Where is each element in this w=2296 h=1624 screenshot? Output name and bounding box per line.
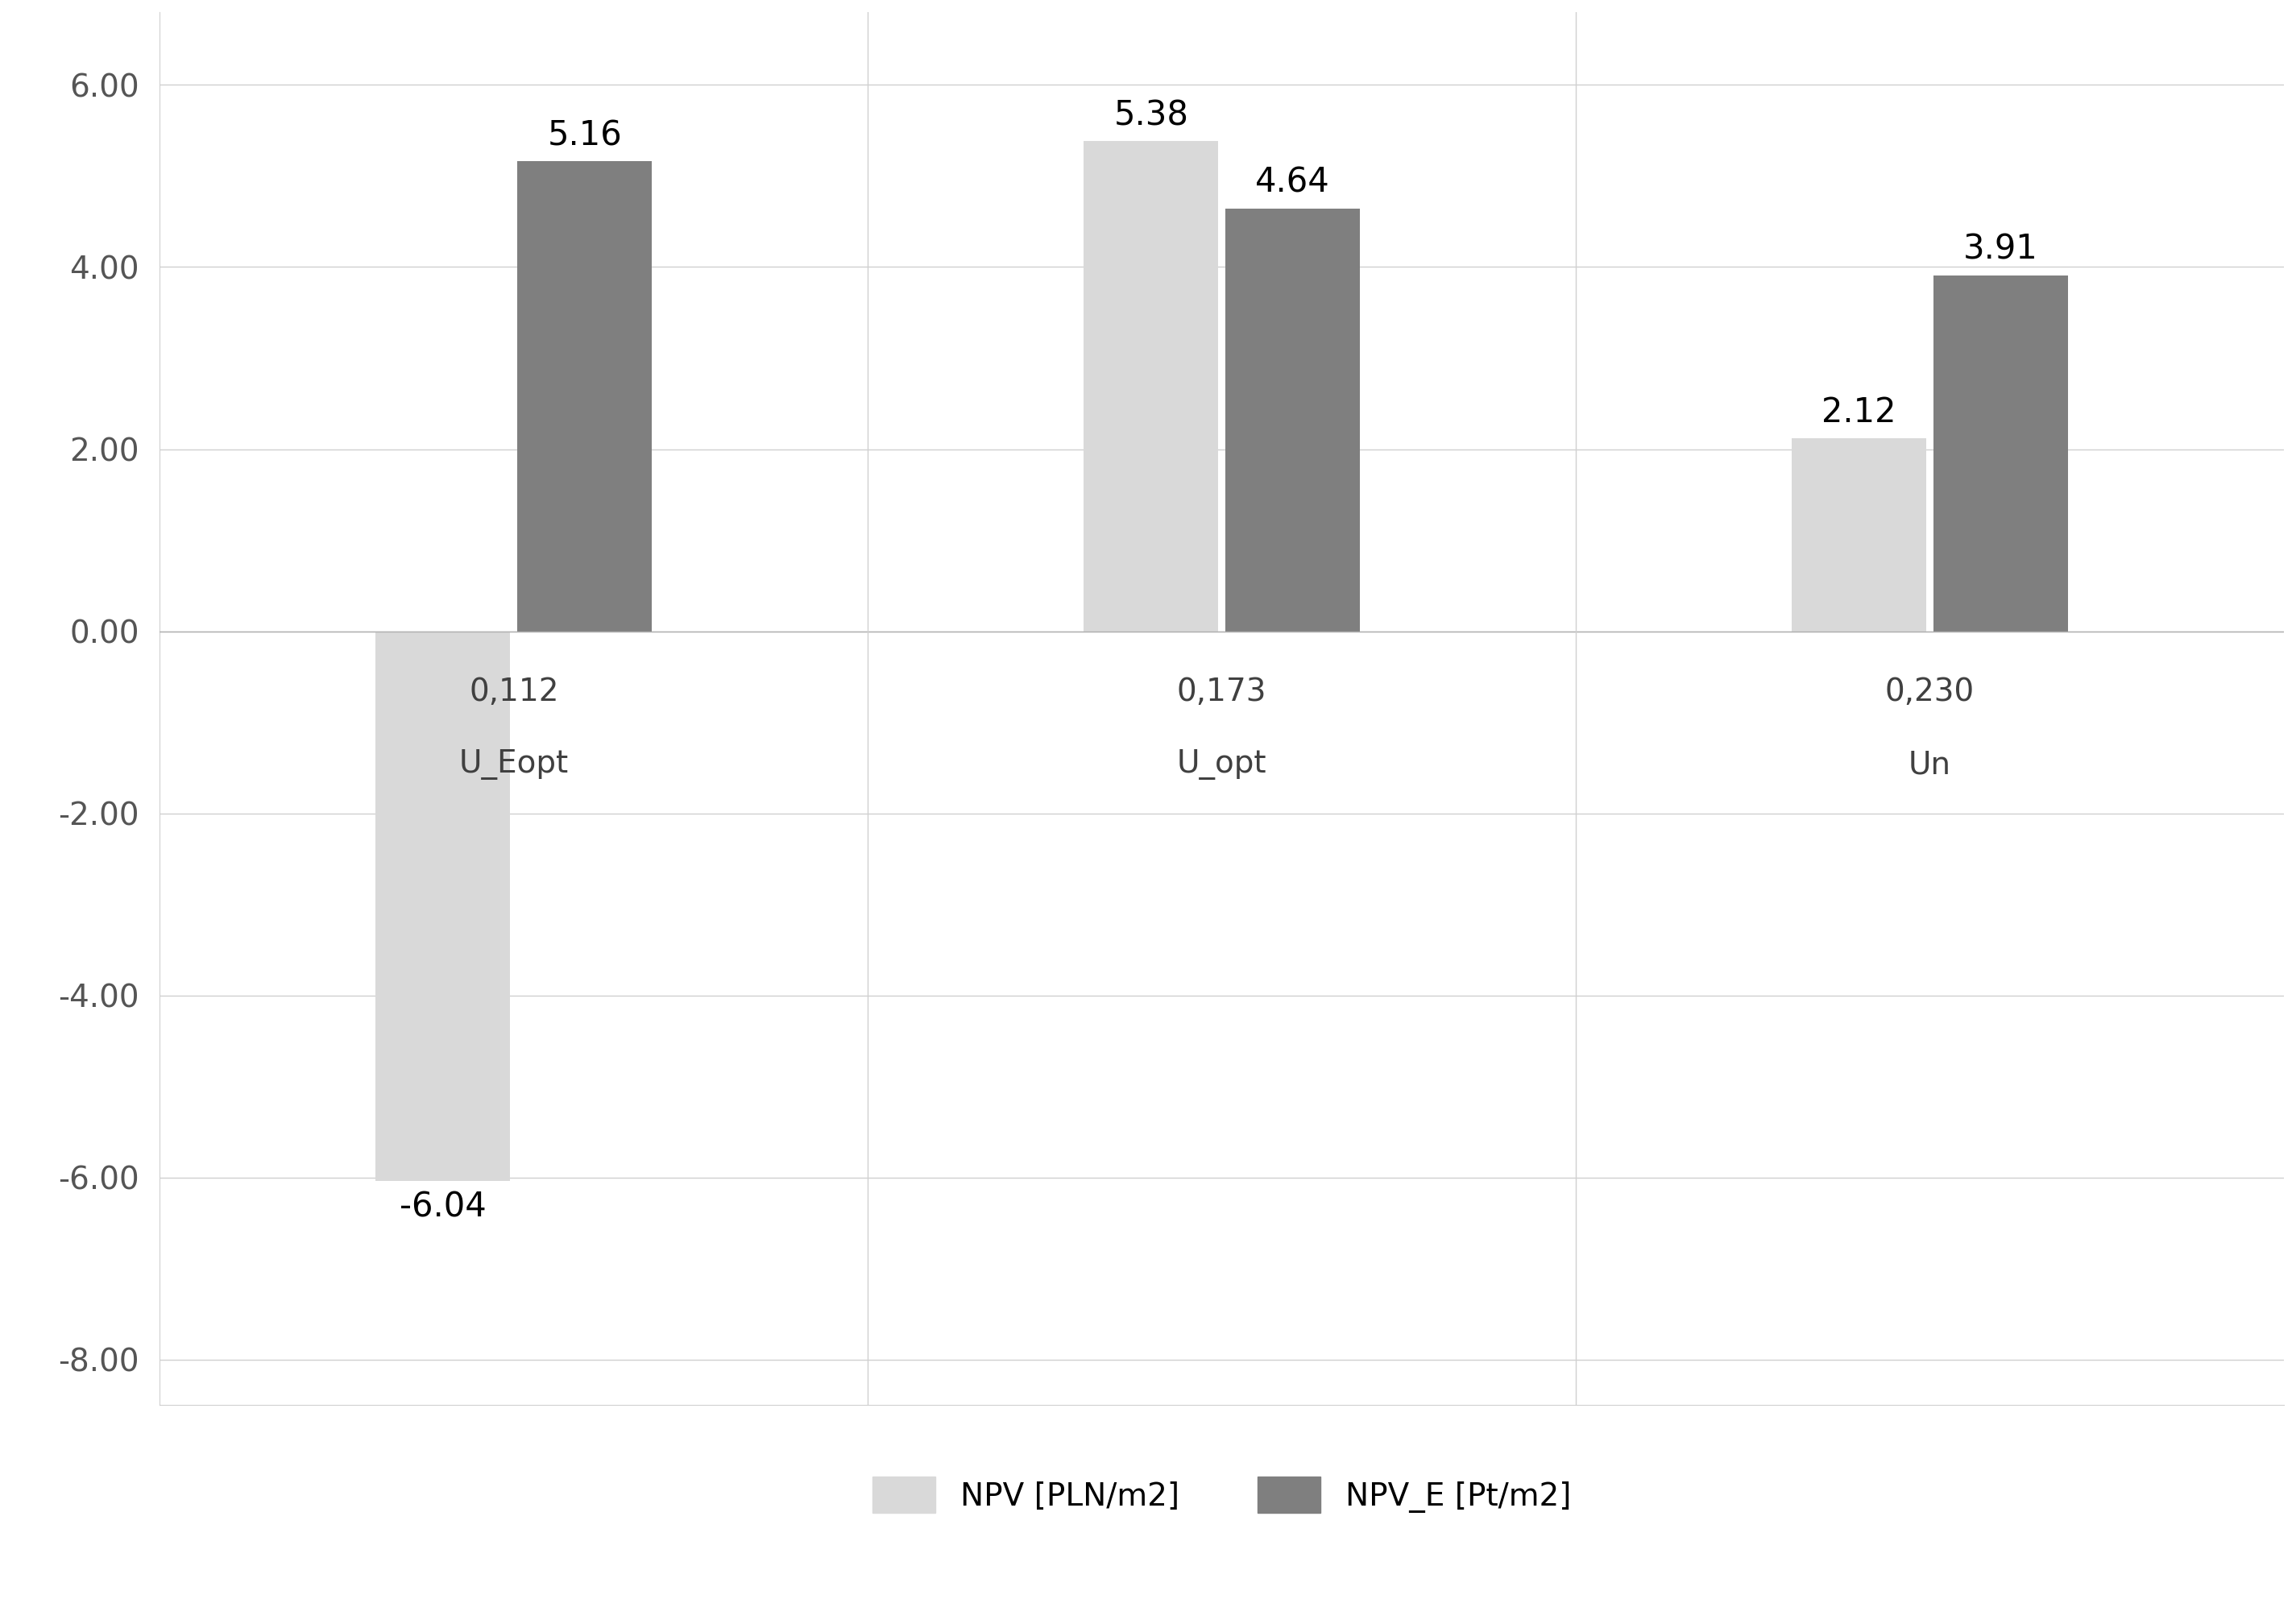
Text: 2.12: 2.12 xyxy=(1821,395,1896,429)
Bar xyxy=(1084,141,1219,632)
Bar xyxy=(377,632,510,1181)
Text: 5.38: 5.38 xyxy=(1114,99,1189,132)
Text: Un: Un xyxy=(1908,750,1952,780)
Text: 0,112: 0,112 xyxy=(468,677,558,708)
Legend: NPV [PLN/m2], NPV_E [Pt/m2]: NPV [PLN/m2], NPV_E [Pt/m2] xyxy=(856,1462,1587,1528)
Bar xyxy=(1933,274,2069,632)
Text: U_Eopt: U_Eopt xyxy=(459,750,569,780)
Text: 4.64: 4.64 xyxy=(1256,166,1329,200)
Bar xyxy=(1791,438,1926,632)
Text: 5.16: 5.16 xyxy=(546,119,622,153)
Text: -6.04: -6.04 xyxy=(400,1190,487,1224)
Text: 0,230: 0,230 xyxy=(1885,677,1975,708)
Bar xyxy=(1226,209,1359,632)
Text: 3.91: 3.91 xyxy=(1963,232,2039,266)
Bar xyxy=(517,161,652,632)
Text: 0,173: 0,173 xyxy=(1178,677,1267,708)
Text: U_opt: U_opt xyxy=(1178,750,1267,780)
